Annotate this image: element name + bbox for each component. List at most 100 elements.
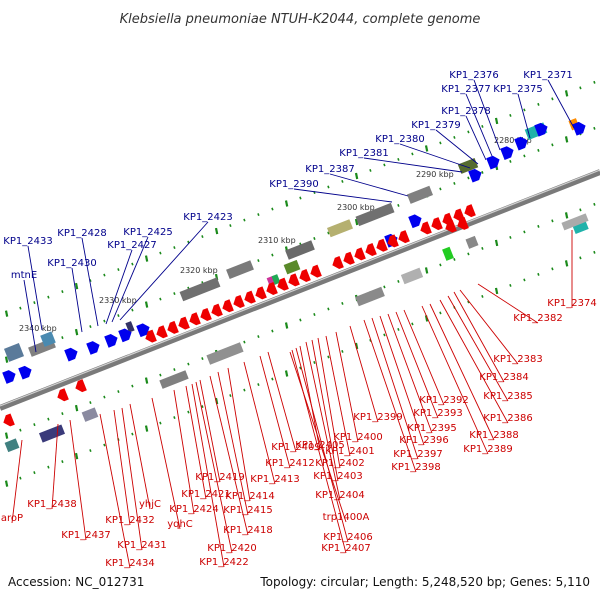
reverse-gene-label: KP1_2392	[419, 395, 468, 406]
track-tick	[481, 124, 484, 128]
feature-block	[226, 260, 254, 280]
track-tick	[551, 267, 554, 271]
reverse-gene-arrow	[398, 230, 410, 244]
reverse-gene-label: KP1_2413	[250, 474, 299, 485]
reverse-gene-label: KP1_2384	[479, 372, 528, 383]
track-tick	[144, 425, 149, 432]
track-tick	[327, 185, 330, 189]
track-tick	[494, 287, 499, 295]
track-tick	[299, 366, 302, 370]
reverse-gene-arrow	[178, 316, 190, 330]
track-tick	[243, 218, 246, 222]
reverse-gene-label: aroP	[1, 513, 23, 524]
track-tick	[453, 135, 456, 139]
reverse-gene-leader	[291, 349, 347, 554]
track-tick	[159, 421, 162, 425]
reverse-gene-leader	[173, 389, 195, 515]
track-tick	[131, 384, 134, 388]
feature-block	[465, 235, 479, 249]
reverse-gene-label: KP1_2396	[399, 435, 448, 446]
track-tick	[117, 390, 120, 394]
track-tick	[494, 239, 499, 247]
kbp-label: 2320 kbp	[180, 266, 218, 275]
reverse-gene-label: KP1_2421	[181, 489, 230, 500]
forward-gene-label: KP1_2376	[449, 70, 498, 81]
kbp-label: 2280 kbp	[494, 136, 532, 145]
track-tick	[354, 342, 359, 350]
track-tick	[271, 377, 274, 381]
forward-gene-label: KP1_2433	[3, 236, 52, 247]
track-tick	[89, 325, 92, 329]
gene-labels: KP1_2371 KP1_2375 KP1_2376 KP1_2377 KP1_2378…	[1, 70, 597, 569]
reverse-gene-label: KP1_2422	[199, 557, 248, 568]
track-tick	[271, 253, 274, 257]
track-tick	[117, 268, 120, 272]
track-tick	[467, 176, 470, 180]
track-tick	[61, 412, 64, 416]
track-tick	[214, 397, 219, 405]
reverse-gene-label: KP1_2415	[223, 505, 272, 516]
track-tick	[271, 329, 274, 333]
track-tick	[131, 262, 134, 266]
reverse-gene-arrow	[420, 221, 432, 235]
reverse-gene-arrow	[57, 388, 69, 402]
track-tick	[131, 308, 134, 312]
reverse-gene-arrow	[233, 294, 245, 308]
track-tick	[551, 143, 554, 147]
track-tick	[103, 395, 106, 399]
track-tick	[579, 256, 582, 260]
reverse-gene-leader	[151, 397, 181, 530]
track-tick	[467, 300, 470, 304]
reverse-gene-leader	[289, 351, 347, 523]
genome-backbone-highlight	[0, 169, 600, 407]
reverse-gene-arrow	[189, 312, 201, 326]
track-tick	[47, 465, 50, 469]
forward-gene-leader	[23, 279, 37, 353]
track-tick	[61, 336, 64, 340]
reverse-gene-leader	[11, 439, 23, 524]
track-tick	[439, 263, 442, 267]
feature-block	[285, 240, 315, 260]
reverse-gene-arrow	[457, 216, 469, 230]
reverse-gene-label: KP1_2406	[323, 532, 372, 543]
track-tick	[19, 428, 22, 432]
track-tick	[173, 368, 176, 372]
track-tick	[481, 170, 484, 174]
track-tick	[201, 235, 204, 238]
track-tick	[173, 416, 176, 420]
reverse-gene-arrow	[387, 234, 399, 248]
track-tick	[354, 218, 359, 226]
kbp-label: 2340 kbp	[19, 324, 57, 333]
reverse-gene-label: KP1_2401	[325, 446, 374, 457]
reverse-gene-label: KP1_2403	[313, 471, 362, 482]
feature-block	[400, 267, 424, 285]
reverse-gene-arrow	[255, 286, 267, 300]
track-tick	[173, 246, 176, 250]
reverse-gene-label: KP1_2431	[117, 540, 166, 551]
track-tick	[509, 283, 512, 287]
track-tick	[33, 423, 36, 427]
track-tick	[579, 86, 582, 90]
track-tick	[453, 257, 456, 261]
forward-gene-leader	[465, 93, 493, 157]
track-tick	[354, 172, 359, 180]
reverse-gene-arrow	[299, 269, 311, 283]
reverse-gene-label: KP1_2438	[27, 499, 76, 510]
forward-gene-arrow	[136, 323, 150, 338]
reverse-gene-arrow	[244, 290, 256, 304]
track-tick	[523, 108, 526, 112]
track-tick	[19, 306, 22, 310]
reverse-gene-leader	[69, 419, 87, 541]
track-tick	[523, 154, 526, 158]
reverse-gene-leader	[195, 381, 233, 554]
track-tick	[144, 377, 149, 384]
reverse-gene-leader	[379, 315, 425, 446]
reverse-gene-arrow	[200, 307, 212, 321]
track-tick	[564, 212, 569, 219]
track-tick	[103, 273, 106, 277]
track-tick	[439, 187, 442, 191]
forward-gene-arrow	[64, 347, 78, 362]
forward-gene-arrow	[514, 136, 528, 151]
reverse-gene-label: yhjC	[139, 499, 161, 510]
track-tick	[284, 200, 289, 207]
